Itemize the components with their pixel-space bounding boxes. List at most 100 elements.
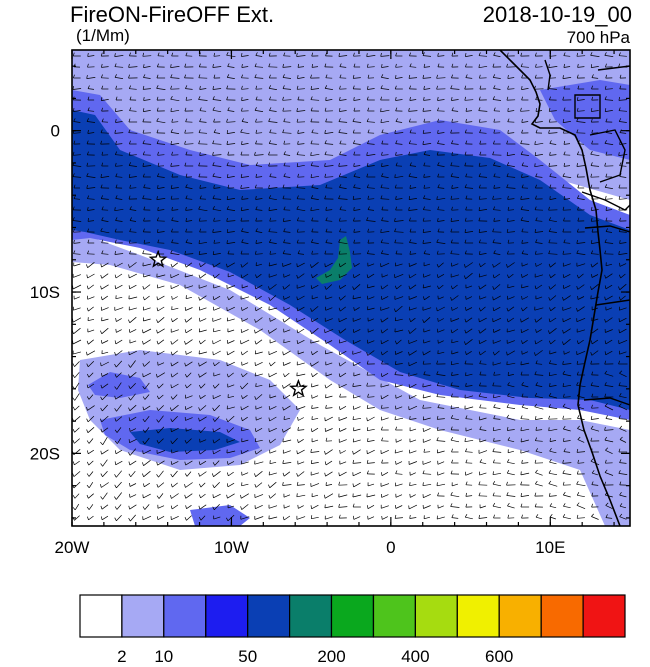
wind-barb-flag	[255, 296, 257, 300]
wind-barb-flag	[156, 373, 158, 378]
wind-barb-flag	[283, 206, 286, 210]
wind-barb-flag	[464, 264, 466, 268]
wind-barb-flag	[506, 459, 510, 463]
wind-barb	[521, 121, 529, 123]
wind-barb	[297, 328, 305, 334]
wind-barb-flag	[101, 107, 103, 112]
wind-barb-flag	[534, 459, 537, 464]
wind-barb-flag	[436, 250, 439, 255]
wind-barb-flag	[128, 118, 131, 123]
wind-barb	[171, 284, 179, 290]
wind-barb	[410, 494, 416, 498]
wind-barb	[73, 198, 81, 200]
wind-barb-flag	[128, 74, 130, 79]
wind-barb-flag	[226, 174, 229, 178]
wind-barb-flag	[352, 129, 355, 134]
wind-barb	[256, 263, 262, 267]
wind-barb-flag	[619, 492, 622, 496]
wind-barb	[325, 383, 333, 389]
wind-barb-flag	[142, 506, 146, 510]
wind-barb	[241, 273, 249, 279]
wind-barb-flag	[297, 140, 299, 145]
wind-barb	[548, 483, 558, 487]
wind-barb	[297, 253, 305, 255]
wind-barb-flag	[129, 427, 131, 432]
wind-barb-flag	[212, 494, 214, 498]
wind-barb-flag	[255, 140, 258, 145]
wind-barb	[409, 328, 417, 334]
wind-barb-flag	[324, 494, 326, 499]
wind-barb-flag	[437, 96, 439, 101]
wind-barb	[340, 450, 346, 454]
wind-barb	[354, 307, 360, 311]
wind-barb-flag	[143, 184, 146, 188]
wind-barb-flag	[367, 74, 370, 79]
wind-barb	[591, 77, 599, 79]
wind-barb-flag	[86, 264, 88, 268]
wind-barb	[143, 339, 151, 345]
wind-barb-flag	[436, 196, 438, 200]
wind-barb-flag	[212, 251, 215, 255]
wind-barb	[619, 317, 627, 323]
wind-barb	[367, 253, 375, 255]
wind-barb	[212, 109, 222, 113]
wind-barb	[101, 66, 109, 68]
wind-barb-flag	[436, 239, 439, 243]
wind-barb	[465, 272, 473, 280]
wind-barb	[143, 493, 151, 499]
wind-barb-flag	[520, 52, 523, 57]
wind-barb-flag	[493, 415, 496, 419]
wind-barb-flag	[520, 206, 523, 210]
wind-barb-flag	[604, 96, 607, 100]
wind-barb	[255, 306, 263, 312]
wind-barb-flag	[381, 64, 383, 68]
wind-barb-flag	[325, 184, 328, 188]
wind-barb	[436, 374, 446, 376]
wind-barb-flag	[366, 162, 369, 167]
wind-barb-flag	[366, 352, 369, 356]
wind-barb	[381, 505, 389, 509]
wind-barb-flag	[157, 52, 160, 56]
wind-barb	[199, 154, 207, 156]
wind-barb-flag	[549, 448, 552, 452]
wind-barb	[619, 395, 627, 399]
wind-barb-flag	[562, 470, 565, 474]
wind-barb	[213, 350, 221, 356]
wind-barb-flag	[604, 370, 608, 374]
wind-barb	[493, 176, 501, 178]
wind-barb	[185, 220, 193, 222]
wind-barb	[214, 416, 220, 422]
wind-barb-flag	[72, 217, 75, 221]
wind-barb-flag	[241, 64, 243, 68]
wind-barb-flag	[507, 502, 510, 507]
wind-barb-flag	[591, 228, 594, 233]
wind-barb	[507, 231, 515, 233]
wind-barb	[605, 295, 613, 301]
wind-barb	[129, 438, 137, 444]
wind-barb-flag	[507, 108, 509, 112]
wind-barb	[116, 404, 122, 412]
wind-barb	[130, 393, 136, 401]
wind-barb	[129, 494, 137, 498]
wind-barb-flag	[255, 383, 257, 387]
wind-barb-flag	[465, 481, 468, 485]
wind-barb-flag	[143, 74, 146, 78]
wind-barb-flag	[86, 285, 89, 290]
wind-barb-flag	[241, 74, 244, 78]
wind-barb-flag	[535, 329, 537, 333]
wind-barb-flag	[520, 151, 523, 155]
wind-barb-flag	[115, 217, 118, 221]
wind-barb	[87, 220, 95, 222]
wind-barb-flag	[142, 450, 144, 454]
wind-barb	[312, 273, 318, 279]
wind-barb-flag	[156, 340, 159, 345]
wind-barb	[605, 187, 613, 189]
wind-barb	[311, 417, 319, 421]
wind-barb-flag	[86, 506, 90, 510]
wind-barb	[73, 154, 81, 156]
wind-barb-flag	[381, 360, 384, 365]
wind-barb-flag	[423, 250, 426, 254]
wind-barb-flag	[577, 85, 580, 90]
wind-barb-flag	[563, 140, 566, 145]
wind-barb	[213, 187, 221, 189]
